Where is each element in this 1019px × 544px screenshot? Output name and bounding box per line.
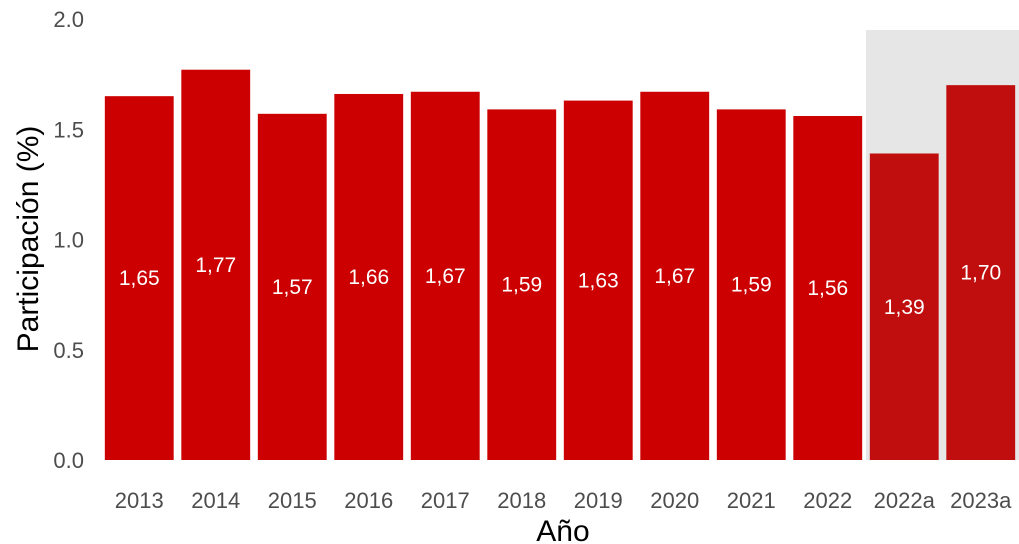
bar-2015 — [257, 113, 327, 460]
bar-2022a — [869, 153, 939, 460]
data-label-2018: 1,59 — [501, 274, 542, 297]
y-tick-label: 2.0 — [53, 7, 84, 32]
x-tick-label-2017: 2017 — [421, 488, 470, 513]
x-tick-label-2013: 2013 — [115, 488, 164, 513]
x-tick-label-2018: 2018 — [497, 488, 546, 513]
data-label-2020: 1,67 — [654, 265, 695, 288]
y-tick-label: 0.0 — [53, 448, 84, 473]
bar-2019 — [563, 100, 633, 461]
y-tick-label: 1.5 — [53, 117, 84, 142]
x-tick-label-2023a: 2023a — [950, 488, 1012, 513]
data-label-2013: 1,65 — [119, 267, 160, 290]
data-label-2021: 1,59 — [731, 274, 772, 297]
x-tick-label-2022a: 2022a — [874, 488, 936, 513]
bar-2017 — [410, 91, 480, 460]
y-axis-ticks: 0.0 0.5 1.0 1.5 2.0 — [53, 7, 84, 473]
data-label-2017: 1,67 — [425, 265, 466, 288]
y-axis-title: Participación (%) — [12, 126, 45, 353]
data-labels-layer: 1,65 1,77 1,57 1,66 1,67 1,59 1,63 1,67 1,59 1,56… — [119, 254, 1001, 319]
bar-2021 — [716, 109, 786, 460]
x-tick-label-2014: 2014 — [191, 488, 240, 513]
x-tick-label-2016: 2016 — [344, 488, 393, 513]
data-label-2015: 1,57 — [272, 276, 313, 299]
x-axis-title: Año — [536, 515, 589, 544]
y-tick-label: 0.5 — [53, 338, 84, 363]
x-tick-label-2022: 2022 — [803, 488, 852, 513]
data-label-2022: 1,56 — [807, 277, 848, 300]
data-label-2022a: 1,39 — [884, 296, 925, 319]
data-label-2014: 1,77 — [195, 254, 236, 277]
bar-2020 — [640, 91, 710, 460]
bar-2018 — [487, 109, 557, 460]
bar-2023a — [946, 85, 1016, 461]
x-tick-label-2019: 2019 — [574, 488, 623, 513]
data-label-2016: 1,66 — [348, 266, 389, 289]
x-tick-label-2015: 2015 — [268, 488, 317, 513]
x-tick-label-2020: 2020 — [650, 488, 699, 513]
bar-2013 — [104, 96, 174, 461]
y-tick-label: 1.0 — [53, 228, 84, 253]
data-label-2019: 1,63 — [578, 269, 619, 292]
bar-2022 — [793, 116, 863, 461]
bars-layer — [104, 69, 1016, 461]
x-axis-ticks: 2013 2014 2015 2016 2017 2018 2019 2020 2021 2022… — [115, 488, 1012, 513]
bar-2016 — [334, 93, 404, 460]
bar-2014 — [181, 69, 251, 460]
data-label-2023a: 1,70 — [960, 262, 1001, 285]
x-tick-label-2021: 2021 — [727, 488, 776, 513]
